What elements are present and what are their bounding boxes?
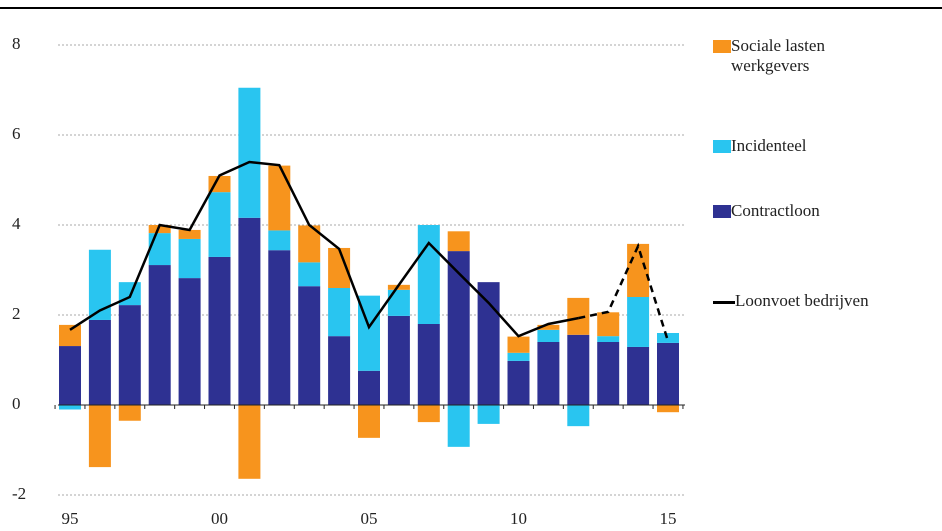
bar xyxy=(208,256,231,405)
bar xyxy=(507,352,530,361)
y-tick-label: 0 xyxy=(12,394,21,413)
bar xyxy=(178,278,201,405)
bar xyxy=(507,336,530,353)
legend-swatch xyxy=(713,140,731,153)
line xyxy=(69,160,579,338)
bar xyxy=(657,342,679,405)
line-dashed xyxy=(578,242,670,342)
bar xyxy=(417,225,440,324)
bar xyxy=(507,360,530,405)
bar xyxy=(567,297,590,335)
bar xyxy=(387,289,410,316)
bar xyxy=(118,405,141,421)
bar xyxy=(358,405,380,438)
legend-label: Contractloon xyxy=(731,201,820,220)
bar xyxy=(328,288,351,337)
x-tick-label: 15 xyxy=(660,509,677,528)
bar xyxy=(627,243,650,297)
bar xyxy=(447,251,470,405)
bar xyxy=(567,405,590,427)
bar xyxy=(657,333,679,343)
y-tick-label: 8 xyxy=(12,34,21,53)
bar xyxy=(537,329,560,342)
bar xyxy=(417,324,440,405)
y-tick-label: 4 xyxy=(12,214,21,233)
bar xyxy=(447,405,470,447)
bar xyxy=(238,405,261,479)
y-tick-label: 2 xyxy=(12,304,21,323)
legend-item: Loonvoet bedrijven xyxy=(713,291,885,311)
bar xyxy=(537,342,560,405)
x-tick-label: 10 xyxy=(510,509,527,528)
bar xyxy=(417,405,440,423)
bar xyxy=(148,225,171,234)
x-tick-label: 00 xyxy=(211,509,228,528)
bar xyxy=(238,87,261,218)
bar xyxy=(59,346,81,405)
x-tick-label: 05 xyxy=(361,509,378,528)
bar xyxy=(447,231,470,252)
bar xyxy=(298,286,321,405)
bar xyxy=(358,370,380,405)
bar xyxy=(178,229,201,239)
bar xyxy=(328,336,351,405)
bar xyxy=(148,265,171,405)
bar xyxy=(268,230,291,251)
y-tick-label: -2 xyxy=(12,484,26,503)
bar xyxy=(567,334,590,405)
bar xyxy=(148,233,171,266)
bar xyxy=(657,405,679,413)
legend-label: Sociale lasten werkgevers xyxy=(731,36,825,75)
bar xyxy=(597,312,620,337)
bar xyxy=(328,247,351,288)
bar xyxy=(268,165,291,231)
bar xyxy=(238,217,261,405)
bar xyxy=(627,297,650,347)
bar xyxy=(298,225,321,263)
bar xyxy=(88,319,111,405)
bar xyxy=(537,324,560,330)
bar xyxy=(59,405,81,410)
legend-swatch xyxy=(713,205,731,218)
legend-swatch xyxy=(713,40,731,53)
legend-swatch xyxy=(713,301,735,304)
legend-item: Contractloon xyxy=(713,201,881,221)
bar xyxy=(387,284,410,290)
bar xyxy=(118,305,141,405)
bar xyxy=(88,249,111,320)
bar xyxy=(627,346,650,405)
legend-item: Sociale lasten werkgevers xyxy=(713,36,881,76)
bar xyxy=(88,405,111,468)
bar xyxy=(178,238,201,279)
bar xyxy=(298,262,321,287)
legend-label: Loonvoet bedrijven xyxy=(735,291,869,310)
x-tick-label: 95 xyxy=(62,509,79,528)
bar xyxy=(268,250,291,405)
y-tick-label: 6 xyxy=(12,124,21,143)
legend-label: Incidenteel xyxy=(731,136,807,155)
legend-item: Incidenteel xyxy=(713,136,881,156)
bar xyxy=(59,324,81,347)
bar xyxy=(597,342,620,405)
bar xyxy=(477,405,500,424)
bar xyxy=(477,282,500,405)
bar xyxy=(387,315,410,405)
bar xyxy=(208,192,231,257)
bar xyxy=(597,336,620,342)
